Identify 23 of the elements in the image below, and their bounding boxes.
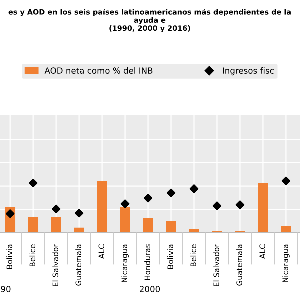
legend-label: AOD neta como % del INB (44, 68, 153, 74)
point (6, 210, 15, 218)
point (74, 208, 84, 218)
text: 2000 (140, 286, 160, 292)
point (144, 194, 153, 203)
bar (281, 226, 292, 234)
point (52, 204, 61, 214)
point (28, 178, 38, 188)
bar (143, 218, 154, 234)
point (282, 176, 291, 186)
point (166, 188, 176, 198)
point (212, 202, 222, 210)
bar (120, 207, 130, 234)
bar (51, 217, 62, 234)
bar (97, 181, 108, 234)
text: 90 (1, 286, 11, 292)
point (190, 184, 199, 194)
point (236, 200, 245, 210)
point (120, 200, 130, 208)
bar (166, 221, 176, 234)
bar (258, 183, 268, 234)
legend-label: Ingresos fisc (223, 68, 274, 76)
bar (28, 217, 39, 234)
